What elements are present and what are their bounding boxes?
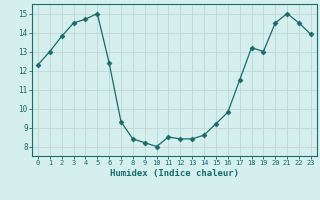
X-axis label: Humidex (Indice chaleur): Humidex (Indice chaleur) [110,169,239,178]
